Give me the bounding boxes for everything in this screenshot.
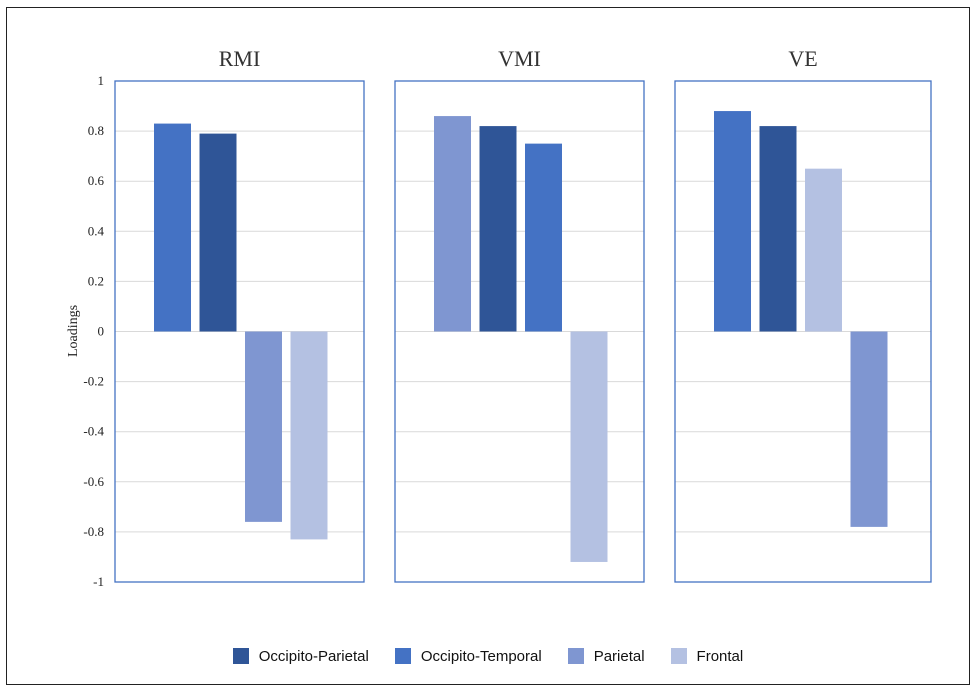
bar-ve-occipito-parietal [759,126,797,332]
y-tick-label: -0.4 [83,424,104,439]
y-tick-label: 0.4 [88,223,105,238]
y-tick-label: 0.8 [88,123,104,138]
panel-border-vmi [394,80,645,583]
panel-border-rmi [114,80,365,583]
bar-vmi-occipito-parietal [479,126,517,332]
y-tick-label: -0.6 [83,474,104,489]
panel-border-ve [674,80,932,583]
legend-swatch-parietal [567,648,584,664]
bar-rmi-occipito-parietal [199,133,237,332]
bar-ve-parietal [850,331,888,527]
y-tick-label: -0.2 [83,374,104,389]
bar-rmi-occipito-temporal [154,123,191,332]
y-tick-label: 0.2 [88,273,104,288]
y-tick-label: -1 [93,574,104,589]
panel-title-ve: VE [788,46,817,71]
legend-item-parietal: Parietal [567,647,645,665]
legend-swatch-occipito-temporal [394,648,411,664]
bar-ve-occipito-temporal [714,111,751,332]
bar-vmi-frontal [570,331,608,562]
figure-frame [6,7,970,685]
legend-label: Occipito-Temporal [420,647,542,665]
legend-swatch-frontal [670,648,687,664]
legend-swatch-occipito-parietal [232,648,249,664]
legend-label: Frontal [696,647,744,665]
y-tick-label: -0.8 [83,524,104,539]
bar-rmi-frontal [290,331,328,540]
bar-vmi-parietal [434,116,471,332]
legend-item-frontal: Frontal [670,647,744,665]
legend: Occipito-Parietal Occipito-Temporal Pari… [0,643,976,669]
legend-label: Parietal [593,647,645,665]
y-axis-label: Loadings [66,304,81,358]
bar-rmi-parietal [245,331,282,522]
panel-title-rmi: RMI [219,46,261,71]
legend-item-occipito-parietal: Occipito-Parietal [232,647,369,665]
y-tick-label: 0.6 [88,173,105,188]
legend-item-occipito-temporal: Occipito-Temporal [394,647,542,665]
bar-vmi-occipito-temporal [525,143,562,332]
panel-title-vmi: VMI [498,46,541,71]
y-tick-label: 1 [98,73,105,88]
legend-label: Occipito-Parietal [258,647,369,665]
y-tick-label: 0 [98,324,105,339]
bar-ve-frontal [805,168,842,332]
